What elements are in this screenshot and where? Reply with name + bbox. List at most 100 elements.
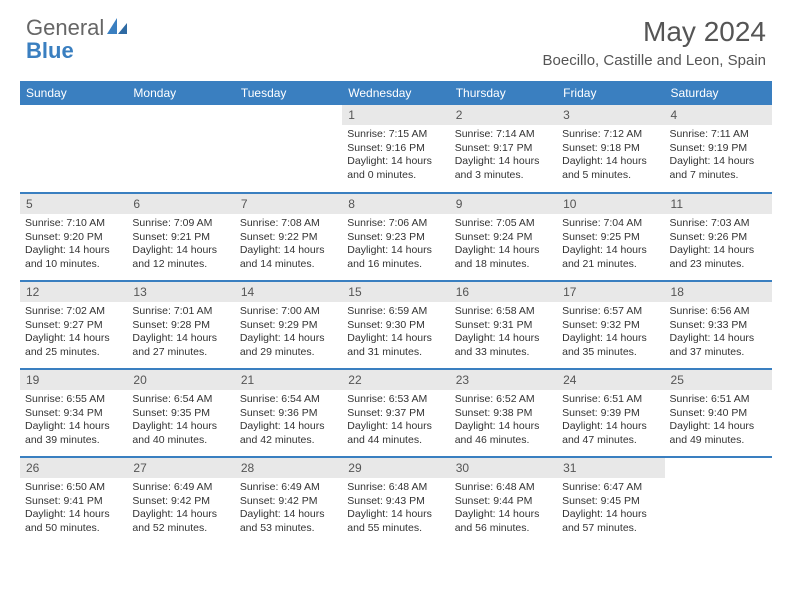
calendar-body: 1Sunrise: 7:15 AMSunset: 9:16 PMDaylight… xyxy=(20,105,772,545)
day-number: 23 xyxy=(450,370,557,390)
weekday-header: Saturday xyxy=(665,81,772,105)
day-content: Sunrise: 6:50 AMSunset: 9:41 PMDaylight:… xyxy=(20,478,127,538)
day-number: 27 xyxy=(127,458,234,478)
location: Boecillo, Castille and Leon, Spain xyxy=(543,52,766,69)
calendar-cell: 13Sunrise: 7:01 AMSunset: 9:28 PMDayligh… xyxy=(127,281,234,369)
day-content: Sunrise: 7:10 AMSunset: 9:20 PMDaylight:… xyxy=(20,214,127,274)
day-number: 16 xyxy=(450,282,557,302)
day-content: Sunrise: 6:59 AMSunset: 9:30 PMDaylight:… xyxy=(342,302,449,362)
day-content: Sunrise: 6:54 AMSunset: 9:35 PMDaylight:… xyxy=(127,390,234,450)
day-content: Sunrise: 7:00 AMSunset: 9:29 PMDaylight:… xyxy=(235,302,342,362)
day-number: 13 xyxy=(127,282,234,302)
day-content: Sunrise: 7:01 AMSunset: 9:28 PMDaylight:… xyxy=(127,302,234,362)
logo-sail-icon xyxy=(106,16,128,39)
calendar-cell: 6Sunrise: 7:09 AMSunset: 9:21 PMDaylight… xyxy=(127,193,234,281)
calendar-cell xyxy=(127,105,234,193)
calendar-cell: 4Sunrise: 7:11 AMSunset: 9:19 PMDaylight… xyxy=(665,105,772,193)
calendar-cell: 27Sunrise: 6:49 AMSunset: 9:42 PMDayligh… xyxy=(127,457,234,545)
calendar-cell: 15Sunrise: 6:59 AMSunset: 9:30 PMDayligh… xyxy=(342,281,449,369)
day-number: 14 xyxy=(235,282,342,302)
day-content: Sunrise: 7:09 AMSunset: 9:21 PMDaylight:… xyxy=(127,214,234,274)
day-number: 20 xyxy=(127,370,234,390)
calendar-week-row: 19Sunrise: 6:55 AMSunset: 9:34 PMDayligh… xyxy=(20,369,772,457)
weekday-header: Sunday xyxy=(20,81,127,105)
day-content: Sunrise: 6:49 AMSunset: 9:42 PMDaylight:… xyxy=(127,478,234,538)
day-number: 15 xyxy=(342,282,449,302)
calendar-cell: 31Sunrise: 6:47 AMSunset: 9:45 PMDayligh… xyxy=(557,457,664,545)
header: General Blue May 2024 Boecillo, Castille… xyxy=(0,0,792,73)
calendar-cell: 17Sunrise: 6:57 AMSunset: 9:32 PMDayligh… xyxy=(557,281,664,369)
day-content: Sunrise: 7:03 AMSunset: 9:26 PMDaylight:… xyxy=(665,214,772,274)
day-number: 26 xyxy=(20,458,127,478)
day-number: 2 xyxy=(450,105,557,125)
day-number: 17 xyxy=(557,282,664,302)
calendar-cell: 24Sunrise: 6:51 AMSunset: 9:39 PMDayligh… xyxy=(557,369,664,457)
calendar-cell: 30Sunrise: 6:48 AMSunset: 9:44 PMDayligh… xyxy=(450,457,557,545)
calendar-cell: 14Sunrise: 7:00 AMSunset: 9:29 PMDayligh… xyxy=(235,281,342,369)
day-number: 6 xyxy=(127,194,234,214)
day-content: Sunrise: 6:55 AMSunset: 9:34 PMDaylight:… xyxy=(20,390,127,450)
day-content: Sunrise: 7:14 AMSunset: 9:17 PMDaylight:… xyxy=(450,125,557,185)
calendar-cell: 16Sunrise: 6:58 AMSunset: 9:31 PMDayligh… xyxy=(450,281,557,369)
weekday-header: Friday xyxy=(557,81,664,105)
day-number: 12 xyxy=(20,282,127,302)
day-content: Sunrise: 6:48 AMSunset: 9:44 PMDaylight:… xyxy=(450,478,557,538)
calendar-cell: 28Sunrise: 6:49 AMSunset: 9:42 PMDayligh… xyxy=(235,457,342,545)
calendar-cell: 12Sunrise: 7:02 AMSunset: 9:27 PMDayligh… xyxy=(20,281,127,369)
calendar-cell: 22Sunrise: 6:53 AMSunset: 9:37 PMDayligh… xyxy=(342,369,449,457)
calendar-cell: 3Sunrise: 7:12 AMSunset: 9:18 PMDaylight… xyxy=(557,105,664,193)
day-number: 21 xyxy=(235,370,342,390)
calendar-week-row: 26Sunrise: 6:50 AMSunset: 9:41 PMDayligh… xyxy=(20,457,772,545)
calendar-cell xyxy=(20,105,127,193)
day-number: 25 xyxy=(665,370,772,390)
day-number: 28 xyxy=(235,458,342,478)
calendar-cell: 19Sunrise: 6:55 AMSunset: 9:34 PMDayligh… xyxy=(20,369,127,457)
calendar-week-row: 5Sunrise: 7:10 AMSunset: 9:20 PMDaylight… xyxy=(20,193,772,281)
day-content: Sunrise: 6:51 AMSunset: 9:40 PMDaylight:… xyxy=(665,390,772,450)
day-number: 8 xyxy=(342,194,449,214)
calendar-cell: 8Sunrise: 7:06 AMSunset: 9:23 PMDaylight… xyxy=(342,193,449,281)
day-content: Sunrise: 6:51 AMSunset: 9:39 PMDaylight:… xyxy=(557,390,664,450)
day-content: Sunrise: 6:53 AMSunset: 9:37 PMDaylight:… xyxy=(342,390,449,450)
calendar-header-row: SundayMondayTuesdayWednesdayThursdayFrid… xyxy=(20,81,772,105)
day-number: 4 xyxy=(665,105,772,125)
calendar-cell: 2Sunrise: 7:14 AMSunset: 9:17 PMDaylight… xyxy=(450,105,557,193)
calendar-cell: 26Sunrise: 6:50 AMSunset: 9:41 PMDayligh… xyxy=(20,457,127,545)
day-number: 5 xyxy=(20,194,127,214)
day-content: Sunrise: 7:04 AMSunset: 9:25 PMDaylight:… xyxy=(557,214,664,274)
logo-text: General Blue xyxy=(26,16,128,62)
calendar-cell: 10Sunrise: 7:04 AMSunset: 9:25 PMDayligh… xyxy=(557,193,664,281)
day-number: 22 xyxy=(342,370,449,390)
day-number: 31 xyxy=(557,458,664,478)
day-number: 11 xyxy=(665,194,772,214)
day-number: 1 xyxy=(342,105,449,125)
month-title: May 2024 xyxy=(543,16,766,48)
calendar-week-row: 1Sunrise: 7:15 AMSunset: 9:16 PMDaylight… xyxy=(20,105,772,193)
day-content: Sunrise: 6:54 AMSunset: 9:36 PMDaylight:… xyxy=(235,390,342,450)
calendar-cell: 23Sunrise: 6:52 AMSunset: 9:38 PMDayligh… xyxy=(450,369,557,457)
calendar-cell: 7Sunrise: 7:08 AMSunset: 9:22 PMDaylight… xyxy=(235,193,342,281)
day-content: Sunrise: 6:58 AMSunset: 9:31 PMDaylight:… xyxy=(450,302,557,362)
day-content: Sunrise: 7:08 AMSunset: 9:22 PMDaylight:… xyxy=(235,214,342,274)
title-block: May 2024 Boecillo, Castille and Leon, Sp… xyxy=(543,16,766,69)
calendar-cell xyxy=(665,457,772,545)
day-content: Sunrise: 6:47 AMSunset: 9:45 PMDaylight:… xyxy=(557,478,664,538)
calendar-cell: 18Sunrise: 6:56 AMSunset: 9:33 PMDayligh… xyxy=(665,281,772,369)
day-content: Sunrise: 6:48 AMSunset: 9:43 PMDaylight:… xyxy=(342,478,449,538)
day-content: Sunrise: 6:56 AMSunset: 9:33 PMDaylight:… xyxy=(665,302,772,362)
calendar-cell: 5Sunrise: 7:10 AMSunset: 9:20 PMDaylight… xyxy=(20,193,127,281)
day-number: 10 xyxy=(557,194,664,214)
calendar-cell: 25Sunrise: 6:51 AMSunset: 9:40 PMDayligh… xyxy=(665,369,772,457)
calendar-cell: 11Sunrise: 7:03 AMSunset: 9:26 PMDayligh… xyxy=(665,193,772,281)
day-content: Sunrise: 7:06 AMSunset: 9:23 PMDaylight:… xyxy=(342,214,449,274)
day-content: Sunrise: 7:02 AMSunset: 9:27 PMDaylight:… xyxy=(20,302,127,362)
day-number: 18 xyxy=(665,282,772,302)
day-content: Sunrise: 6:57 AMSunset: 9:32 PMDaylight:… xyxy=(557,302,664,362)
day-content: Sunrise: 7:05 AMSunset: 9:24 PMDaylight:… xyxy=(450,214,557,274)
day-content: Sunrise: 7:15 AMSunset: 9:16 PMDaylight:… xyxy=(342,125,449,185)
day-number: 29 xyxy=(342,458,449,478)
calendar-cell: 20Sunrise: 6:54 AMSunset: 9:35 PMDayligh… xyxy=(127,369,234,457)
day-content: Sunrise: 6:49 AMSunset: 9:42 PMDaylight:… xyxy=(235,478,342,538)
day-content: Sunrise: 7:11 AMSunset: 9:19 PMDaylight:… xyxy=(665,125,772,185)
day-number: 3 xyxy=(557,105,664,125)
